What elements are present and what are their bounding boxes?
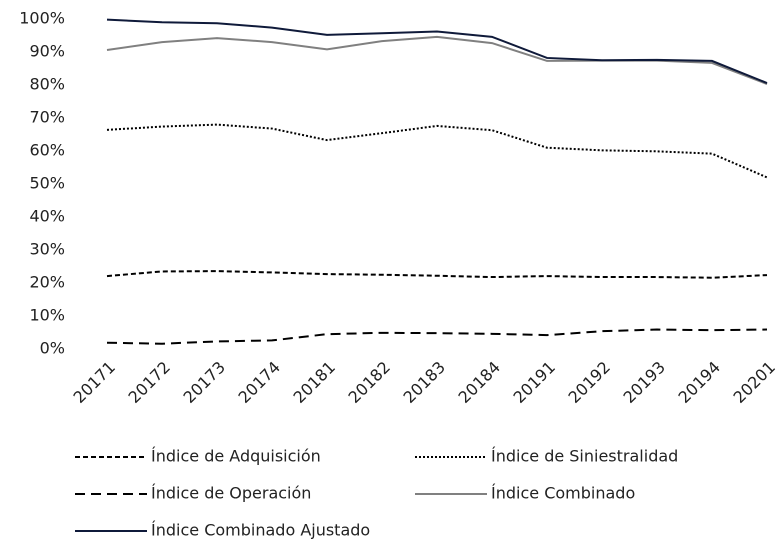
legend-label: Índice de Operación <box>151 484 311 503</box>
x-tick-label: 20194 <box>675 358 724 407</box>
x-tick-label: 20193 <box>620 358 669 407</box>
x-tick-label: 20184 <box>455 358 504 407</box>
y-tick-label: 60% <box>29 141 65 160</box>
series-line <box>106 123 768 179</box>
x-tick-label: 20183 <box>400 358 449 407</box>
x-tick-label: 20174 <box>235 358 284 407</box>
x-tick-label: 20182 <box>345 358 394 407</box>
series-line <box>106 328 768 345</box>
legend-label: Índice de Siniestralidad <box>491 447 678 466</box>
y-tick-label: 80% <box>29 75 65 94</box>
x-tick-label: 20181 <box>290 358 339 407</box>
x-tick-label: 20191 <box>510 358 559 407</box>
y-tick-label: 50% <box>29 174 65 193</box>
y-tick-label: 40% <box>29 207 65 226</box>
x-tick-label: 20171 <box>70 358 119 407</box>
x-tick-label: 20172 <box>125 358 174 407</box>
y-tick-label: 10% <box>29 306 65 325</box>
legend-label: Índice Combinado Ajustado <box>151 521 370 540</box>
series-line <box>106 270 768 279</box>
x-tick-label: 20192 <box>565 358 614 407</box>
y-tick-label: 30% <box>29 240 65 259</box>
y-tick-label: 100% <box>19 9 65 28</box>
y-tick-label: 20% <box>29 273 65 292</box>
y-tick-label: 90% <box>29 42 65 61</box>
x-tick-label: 20201 <box>730 358 779 407</box>
y-tick-label: 0% <box>40 339 65 358</box>
y-tick-label: 70% <box>29 108 65 127</box>
x-tick-label: 20173 <box>180 358 229 407</box>
legend-label: Índice de Adquisición <box>151 447 321 466</box>
series-line <box>106 18 768 84</box>
legend-label: Índice Combinado <box>491 484 635 503</box>
